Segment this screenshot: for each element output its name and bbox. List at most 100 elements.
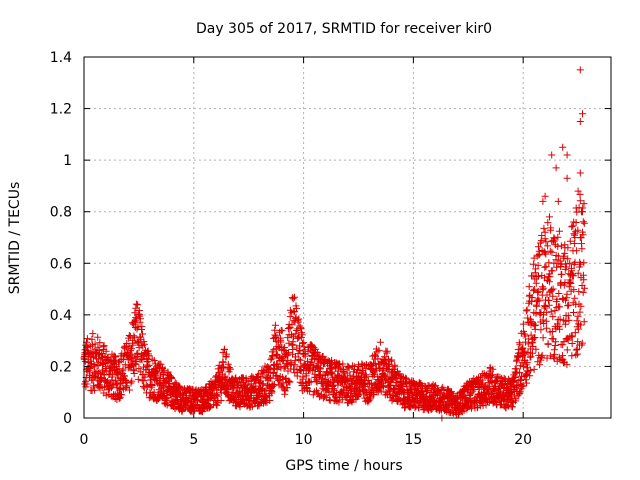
data-point	[217, 397, 225, 404]
data-point	[139, 342, 147, 350]
data-point	[536, 361, 544, 369]
data-point	[269, 382, 277, 390]
data-point	[579, 208, 586, 216]
data-point	[121, 372, 128, 380]
data-point	[542, 250, 550, 258]
data-point	[295, 315, 303, 323]
data-point	[141, 373, 149, 381]
data-point	[157, 360, 165, 368]
data-point	[391, 363, 399, 371]
data-point	[355, 391, 363, 399]
data-point	[571, 329, 579, 337]
data-point	[578, 339, 586, 347]
data-points	[80, 66, 589, 422]
data-point	[136, 315, 144, 323]
data-point	[296, 356, 304, 364]
data-point	[541, 192, 549, 200]
data-point	[563, 346, 571, 354]
data-point	[563, 174, 571, 182]
data-point	[545, 301, 553, 309]
data-point	[286, 324, 294, 332]
data-point	[515, 339, 523, 347]
data-point	[546, 213, 553, 221]
chart-title: Day 305 of 2017, SRMTID for receiver kir…	[196, 21, 492, 37]
data-point	[560, 254, 568, 262]
data-point	[565, 316, 573, 324]
data-point	[458, 408, 466, 416]
data-point	[554, 233, 562, 241]
data-point	[563, 361, 571, 369]
data-point	[539, 284, 547, 292]
data-point	[538, 232, 546, 239]
data-point	[400, 390, 408, 398]
data-point	[223, 350, 230, 358]
data-point	[544, 340, 552, 348]
data-point	[91, 386, 99, 394]
data-point	[559, 341, 567, 349]
data-point	[579, 288, 587, 296]
data-point	[554, 197, 562, 205]
data-point	[574, 338, 582, 346]
data-point	[569, 222, 577, 230]
data-point	[564, 312, 572, 320]
x-tick-label: 10	[295, 432, 313, 448]
data-point	[94, 343, 102, 351]
data-point	[541, 235, 549, 243]
data-point	[546, 247, 554, 255]
data-point	[296, 347, 304, 355]
data-point	[285, 377, 293, 385]
data-point	[361, 371, 369, 379]
data-point	[558, 270, 566, 278]
data-point	[83, 380, 91, 388]
data-point	[381, 353, 389, 361]
data-point	[259, 380, 267, 388]
data-point	[89, 330, 97, 338]
data-point	[580, 276, 588, 284]
data-point	[548, 267, 556, 275]
data-point	[541, 228, 549, 236]
data-point	[392, 379, 400, 387]
data-point	[552, 338, 560, 346]
data-point	[570, 240, 578, 247]
data-point	[527, 331, 535, 339]
data-point	[527, 353, 535, 361]
data-point	[243, 381, 251, 389]
data-point	[516, 369, 524, 377]
data-point	[94, 333, 102, 341]
data-point	[229, 384, 237, 392]
data-point	[131, 334, 139, 342]
data-point	[278, 327, 286, 335]
data-point	[90, 363, 98, 371]
data-point	[562, 260, 570, 268]
data-point	[555, 322, 563, 330]
data-point	[138, 356, 146, 364]
y-tick-label: 1	[63, 153, 72, 169]
data-point	[239, 374, 247, 382]
data-point	[530, 254, 538, 262]
data-point	[375, 346, 383, 354]
data-point	[126, 386, 133, 394]
data-point	[547, 308, 555, 316]
data-point	[570, 286, 578, 294]
data-point	[148, 382, 156, 389]
x-tick-label: 20	[514, 432, 532, 448]
data-point	[566, 237, 574, 245]
data-point	[136, 311, 144, 319]
data-point	[135, 365, 143, 373]
data-point	[555, 227, 563, 235]
data-point	[531, 321, 539, 329]
data-point	[150, 388, 158, 396]
data-point	[543, 308, 551, 316]
data-point	[364, 380, 372, 388]
data-point	[526, 366, 534, 374]
data-point	[212, 391, 220, 399]
data-point	[285, 339, 293, 347]
data-point	[538, 353, 545, 361]
data-point	[159, 365, 166, 372]
data-point	[270, 361, 278, 369]
data-point	[171, 379, 179, 387]
data-point	[531, 334, 539, 341]
data-point	[556, 325, 564, 333]
data-point	[549, 292, 557, 300]
data-point	[553, 263, 561, 271]
